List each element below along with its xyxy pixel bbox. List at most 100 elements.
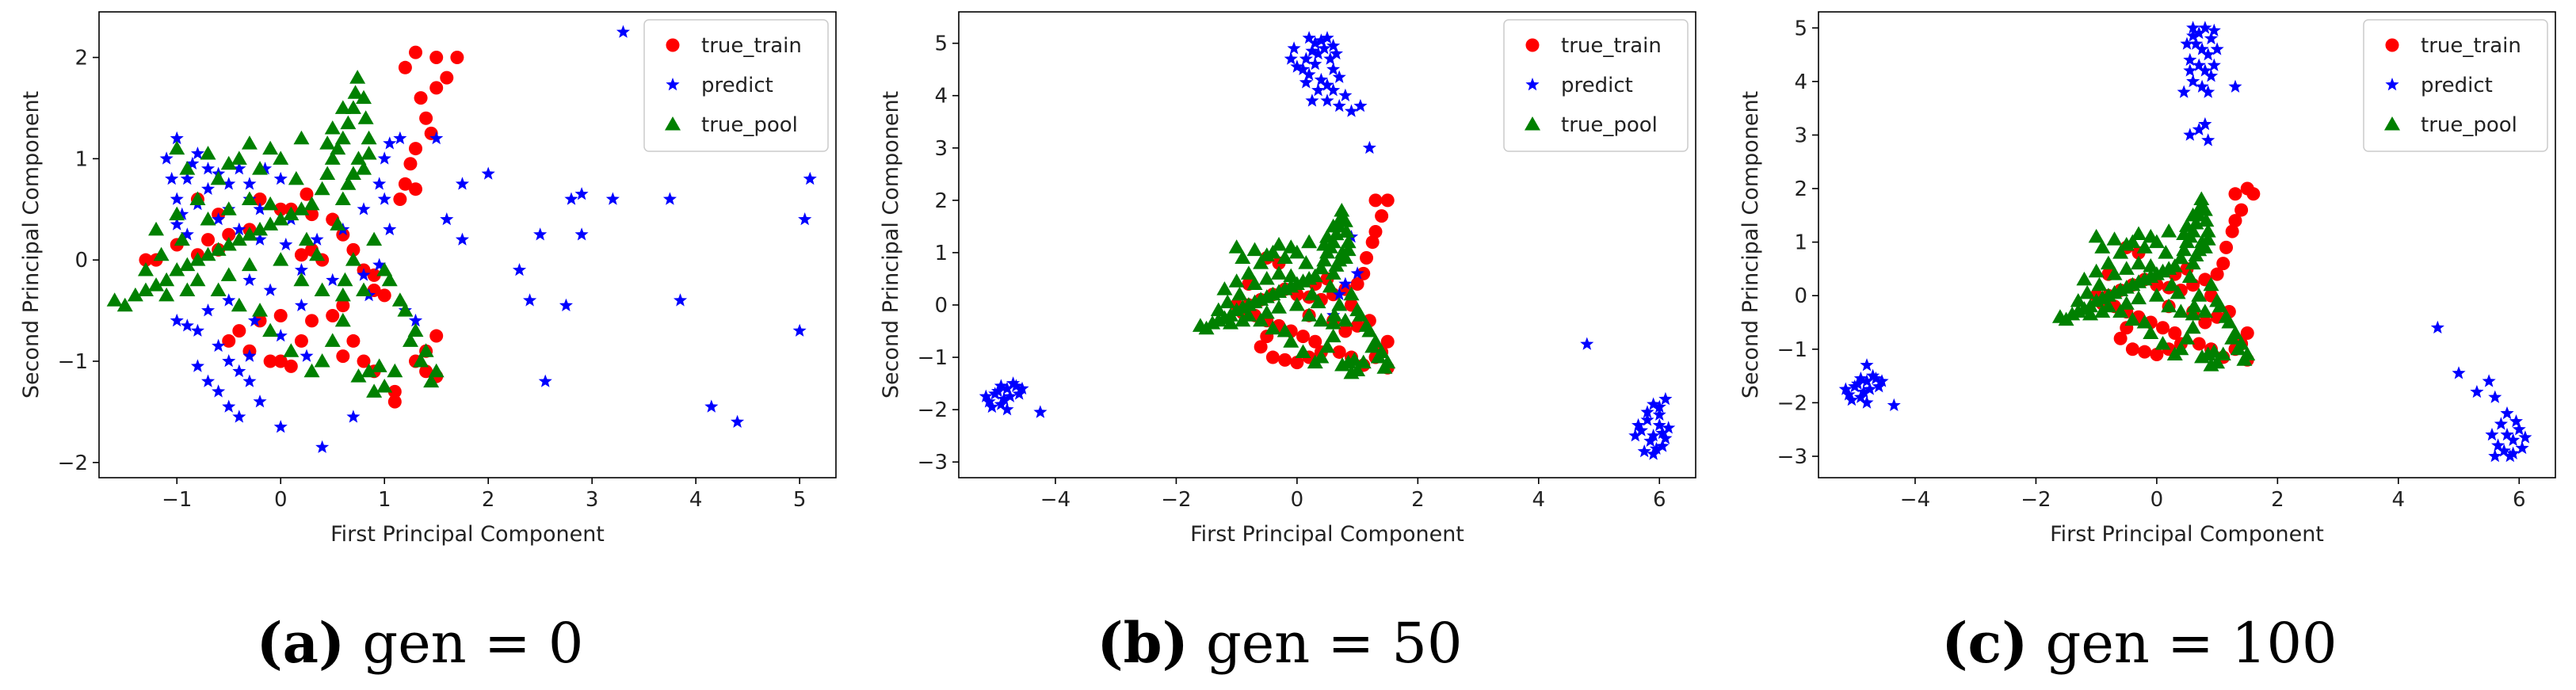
point-true-pool xyxy=(2136,239,2153,254)
point-predict xyxy=(1006,376,1021,390)
point-true-pool xyxy=(2194,349,2211,364)
point-true-pool xyxy=(2079,284,2096,299)
point-true-pool xyxy=(1253,312,1269,327)
point-predict xyxy=(1314,72,1328,86)
point-predict xyxy=(2201,133,2215,147)
point-true-pool xyxy=(293,272,310,287)
point-true-pool xyxy=(345,166,361,181)
point-true-train xyxy=(273,354,288,368)
point-true-pool xyxy=(2196,239,2213,254)
point-true-train xyxy=(2125,342,2139,356)
point-true-train xyxy=(450,51,464,65)
y-tick-label: −2 xyxy=(1777,391,1807,415)
point-true-pool xyxy=(2196,202,2213,216)
point-predict xyxy=(2515,440,2529,455)
y-tick-label: 2 xyxy=(934,189,948,213)
point-predict xyxy=(523,293,537,307)
point-true-pool xyxy=(381,272,398,287)
point-predict xyxy=(2198,116,2212,131)
point-predict xyxy=(1299,51,1313,65)
point-predict xyxy=(201,181,216,195)
point-predict xyxy=(997,391,1011,406)
point-true-train xyxy=(1365,235,1380,250)
point-true-train xyxy=(2246,187,2261,201)
point-true-pool xyxy=(1258,247,1275,261)
point-true-pool xyxy=(2091,276,2108,292)
point-true-pool xyxy=(293,130,310,145)
point-true-pool xyxy=(1265,320,1281,335)
point-predict xyxy=(1655,425,1670,440)
point-true-pool xyxy=(210,282,227,297)
point-predict xyxy=(616,25,630,38)
point-true-pool xyxy=(376,261,393,276)
point-true-train xyxy=(2240,326,2254,341)
point-true-pool xyxy=(153,246,170,261)
point-true-pool xyxy=(413,353,429,368)
point-true-pool xyxy=(428,363,445,378)
point-predict xyxy=(201,303,216,317)
point-true-pool xyxy=(1246,242,1263,257)
point-predict xyxy=(798,212,812,226)
point-true-pool xyxy=(179,257,196,272)
point-predict xyxy=(393,131,407,145)
point-predict xyxy=(1305,93,1319,107)
point-true-pool xyxy=(169,261,185,276)
point-predict xyxy=(357,268,371,281)
point-predict xyxy=(1344,104,1359,117)
point-predict xyxy=(2177,85,2191,98)
point-true-pool xyxy=(1301,307,1318,322)
caption-gen-50: (b) gen = 50 xyxy=(860,610,1700,676)
point-true-pool xyxy=(1343,286,1360,301)
point-predict xyxy=(1643,433,1658,447)
x-tick-label: −4 xyxy=(1900,488,1930,512)
legend-marker-true-pool xyxy=(2384,116,2400,131)
point-true-pool xyxy=(158,272,175,287)
x-tick-label: 4 xyxy=(689,488,703,512)
point-predict xyxy=(201,374,216,387)
y-tick-label: −1 xyxy=(1777,338,1807,362)
point-true-pool xyxy=(397,303,414,317)
point-predict xyxy=(222,177,236,190)
point-predict xyxy=(273,171,288,185)
point-predict xyxy=(2210,42,2224,55)
point-predict xyxy=(1631,417,1646,432)
point-true-pool xyxy=(1340,234,1357,249)
point-true-pool xyxy=(334,287,351,302)
point-true-train xyxy=(2198,315,2212,330)
point-predict xyxy=(1640,405,1654,418)
point-true-pool xyxy=(2166,258,2183,273)
point-predict xyxy=(1655,439,1670,452)
point-predict xyxy=(170,313,184,327)
point-predict xyxy=(2186,29,2200,42)
point-true-pool xyxy=(2070,292,2086,307)
point-true-pool xyxy=(158,287,175,302)
point-true-pool xyxy=(1288,296,1305,311)
point-true-pool xyxy=(1271,237,1288,251)
scatter-plot-gen-100: −4 −2 0 2 4 6 −3 −2 −1 0 1 2 3 4 5 First Principal Comp… xyxy=(1738,11,2556,547)
point-predict xyxy=(212,338,226,353)
point-predict xyxy=(247,313,261,327)
point-predict xyxy=(2201,48,2215,61)
point-true-train xyxy=(2228,187,2242,201)
point-true-pool xyxy=(1228,239,1245,254)
point-predict xyxy=(253,232,267,246)
point-true-pool xyxy=(241,227,258,241)
point-true-pool xyxy=(2136,315,2153,329)
point-predict xyxy=(2183,128,2197,141)
point-predict xyxy=(180,318,194,332)
point-true-pool xyxy=(334,312,351,327)
point-true-train xyxy=(1380,334,1395,349)
point-predict xyxy=(232,162,246,175)
point-predict xyxy=(2198,63,2212,77)
point-true-pool xyxy=(2166,346,2183,361)
point-true-pool xyxy=(1337,312,1353,327)
point-true-pool xyxy=(2200,231,2216,246)
point-true-train xyxy=(398,60,412,74)
legend-box xyxy=(643,19,829,152)
point-true-train xyxy=(1368,193,1383,208)
point-predict xyxy=(1329,46,1343,60)
point-predict xyxy=(674,293,688,307)
point-predict xyxy=(383,136,397,150)
point-true-train xyxy=(305,314,319,328)
point-true-pool xyxy=(1295,344,1311,358)
